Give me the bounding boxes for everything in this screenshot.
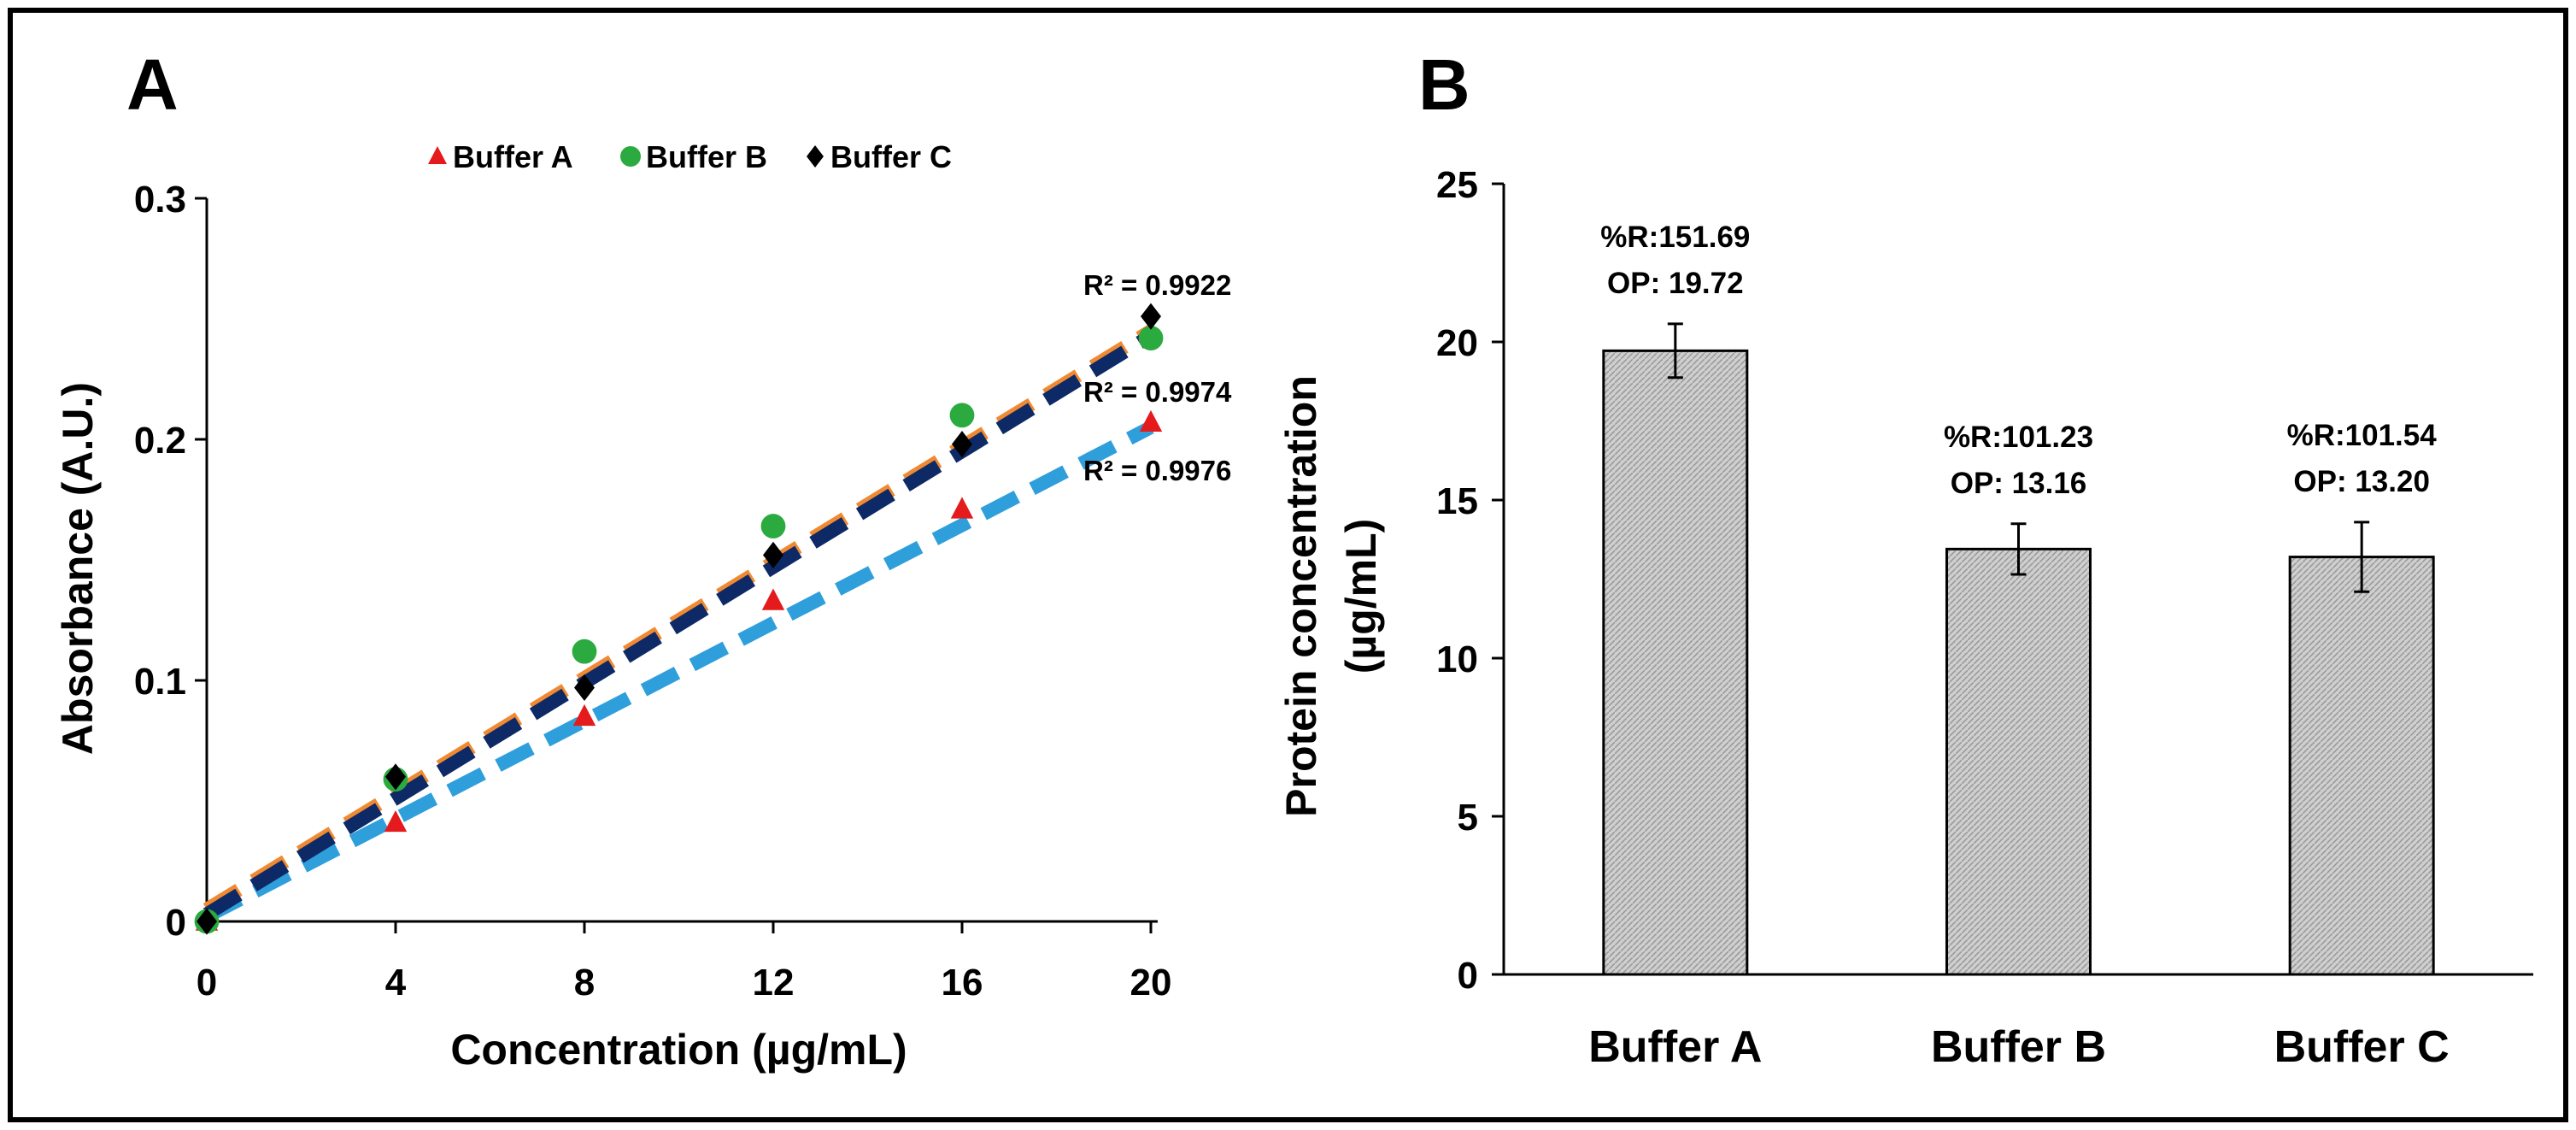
panel-b-bar <box>1602 349 1749 976</box>
panel-a-y-tick-label: 0.3 <box>134 179 186 221</box>
panel-b-bar <box>2288 556 2435 976</box>
panel-b-y-tick-label: 5 <box>1458 797 1478 839</box>
panel-a-trendline <box>203 421 1154 923</box>
panel-b-category-label: Buffer B <box>1931 1022 2106 1072</box>
panel-b-category-label: Buffer A <box>1588 1022 1762 1072</box>
panel-b-letter: B <box>1418 44 1470 125</box>
panel-b: B 0 5 10 15 20 25 %R:151.69 OP: 19.72 Buffer A %R… <box>1277 44 2533 1072</box>
panel-a-y-axis-title: Absorbance (A.U.) <box>54 382 102 755</box>
panel-a-data-point <box>572 703 596 727</box>
panel-a-x-tick-label: 20 <box>1130 962 1172 1003</box>
panel-b-y-axis-title-line1: Protein concentration <box>1277 375 1325 817</box>
panel-a-r2-label: R² = 0.9976 <box>1083 455 1231 486</box>
panel-b-bar-annotation-op: OP: 19.72 <box>1607 267 1744 300</box>
panel-a-data-point <box>952 431 972 458</box>
panel-a-x-tick-label: 16 <box>942 962 983 1003</box>
panel-b-y-axis-title-line2: (µg/mL) <box>1337 519 1385 674</box>
panel-b-y-tick-label: 20 <box>1436 322 1478 364</box>
panel-a-data-point <box>572 639 597 664</box>
panel-a-data-point <box>384 809 408 833</box>
panel-a-data-point <box>197 908 217 935</box>
panel-a-data-point <box>950 497 974 519</box>
panel-b-bar-annotation-op: OP: 13.16 <box>1951 467 2087 500</box>
panel-a-y-tick-label: 0.1 <box>134 661 186 703</box>
panel-a: A 0 0.1 0.2 0.3 0 4 8 12 16 20 R² = 0.9976 R² = 0.9… <box>54 44 1232 1074</box>
panel-a-legend-marker <box>807 145 824 168</box>
panel-a-data-point <box>1141 303 1161 330</box>
panel-a-data-point <box>574 674 595 702</box>
panel-b-bar-annotation-op: OP: 13.20 <box>2293 465 2430 498</box>
panel-a-legend-marker <box>620 146 641 167</box>
panel-a-x-tick-label: 8 <box>574 962 595 1003</box>
panel-a-x-tick-label: 4 <box>385 962 407 1003</box>
figure-border <box>8 8 2568 1122</box>
panel-b-y-tick-label: 10 <box>1436 639 1478 680</box>
panel-a-data-point <box>1139 409 1163 433</box>
panel-a-data-point <box>760 514 786 539</box>
panel-a-x-axis-title: Concentration (µg/mL) <box>450 1026 907 1074</box>
panel-a-data-point <box>1138 326 1164 350</box>
panel-b-bar-annotation-r: %R:101.23 <box>1944 421 2093 454</box>
panel-a-y-tick-label: 0 <box>166 902 186 944</box>
panel-a-letter: A <box>126 44 179 125</box>
panel-a-x-tick-label: 0 <box>197 962 217 1003</box>
panel-b-y-tick-label: 25 <box>1436 164 1478 206</box>
panel-a-r2-label: R² = 0.9922 <box>1083 269 1231 301</box>
panel-a-data-point <box>763 541 783 568</box>
panel-a-legend-marker <box>428 146 447 164</box>
panel-a-data-point <box>949 403 975 428</box>
panel-b-y-tick-label: 0 <box>1458 955 1478 997</box>
panel-b-bar-annotation-r: %R:151.69 <box>1600 221 1750 254</box>
panel-a-y-tick-label: 0.2 <box>134 420 186 462</box>
panel-a-legend-label: Buffer C <box>830 139 952 174</box>
panel-a-data-point <box>761 588 785 610</box>
panel-a-legend-label: Buffer B <box>646 139 767 174</box>
panel-a-data-point <box>385 763 406 791</box>
panel-b-plot-area: 0 5 10 15 20 25 %R:151.69 OP: 19.72 Buffer A %R:1… <box>1436 164 2533 1072</box>
panel-b-y-tick-label: 15 <box>1436 480 1478 522</box>
panel-a-legend-label: Buffer A <box>453 139 573 174</box>
panel-a-trendline <box>202 329 1155 921</box>
panel-a-plot-area: 0 0.1 0.2 0.3 0 4 8 12 16 20 R² = 0.9976 R² = 0.997… <box>134 139 1232 1003</box>
panel-b-bar <box>1945 547 2092 976</box>
panel-b-bar-annotation-r: %R:101.54 <box>2287 419 2438 452</box>
panel-b-category-label: Buffer C <box>2274 1022 2450 1072</box>
panel-a-r2-label: R² = 0.9974 <box>1083 376 1232 408</box>
panel-a-x-tick-label: 12 <box>753 962 795 1003</box>
